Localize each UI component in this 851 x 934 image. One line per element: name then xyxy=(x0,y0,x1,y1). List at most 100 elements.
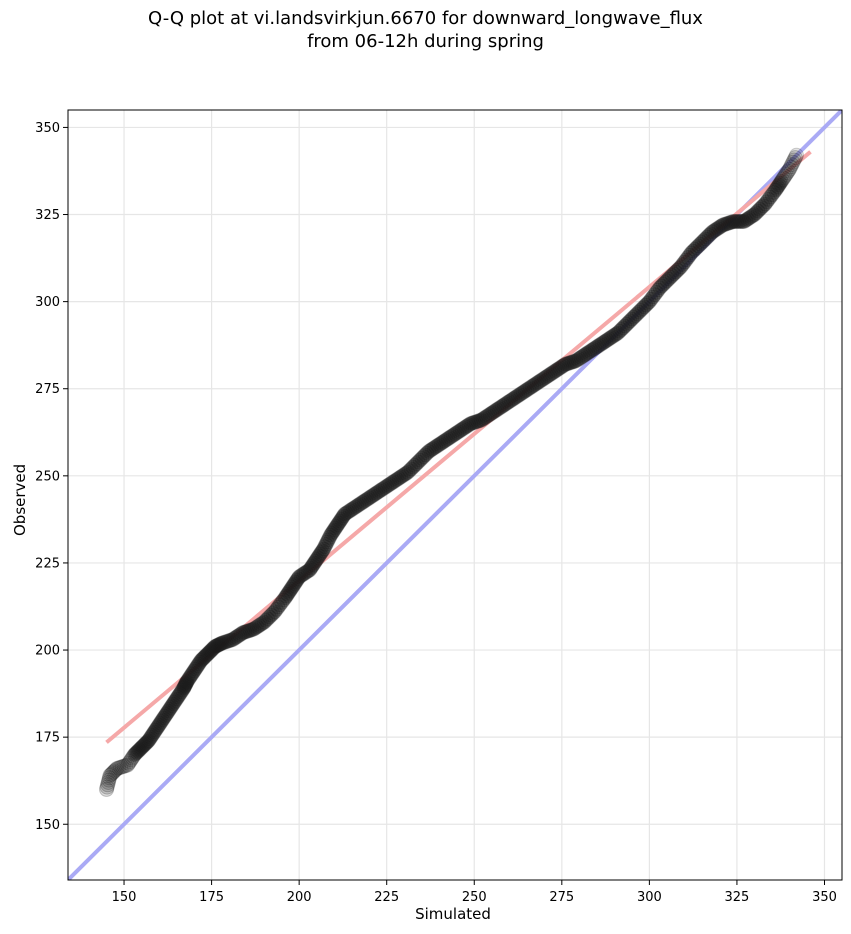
x-tick-label: 300 xyxy=(637,890,662,905)
quantile-point xyxy=(226,630,242,646)
quantile-point xyxy=(317,539,333,555)
quantile-point xyxy=(419,445,435,461)
quantile-point xyxy=(713,218,729,234)
quantile-point xyxy=(505,391,521,407)
quantile-point xyxy=(267,604,283,620)
quantile-point xyxy=(739,211,755,227)
quantile-point xyxy=(211,637,227,653)
quantile-point xyxy=(407,457,423,473)
quantile-point xyxy=(165,696,181,712)
quantile-point xyxy=(668,264,684,280)
quantile-point xyxy=(442,430,458,446)
quantile-point xyxy=(152,715,168,731)
quantile-point xyxy=(570,352,586,368)
y-tick-label: 300 xyxy=(35,295,60,310)
quantile-point xyxy=(717,216,733,232)
quantile-point xyxy=(745,208,761,224)
quantile-point xyxy=(440,431,456,447)
quantile-point xyxy=(109,761,125,777)
quantile-point xyxy=(312,546,328,562)
quantile-point xyxy=(435,434,451,450)
identity-line xyxy=(68,110,842,880)
quantile-point xyxy=(293,568,309,584)
quantile-point xyxy=(414,450,430,466)
quantile-point xyxy=(636,299,652,315)
quantile-point xyxy=(313,544,329,560)
quantile-point xyxy=(454,421,470,437)
quantile-point xyxy=(578,346,594,362)
quantile-point xyxy=(408,456,424,472)
quantile-point xyxy=(421,443,437,459)
quantile-point xyxy=(345,500,361,516)
quantile-point xyxy=(680,249,696,265)
quantile-point xyxy=(207,639,223,655)
quantile-point xyxy=(760,191,776,207)
quantile-point xyxy=(741,210,757,226)
quantile-point xyxy=(542,367,558,383)
quantile-point xyxy=(610,325,626,341)
quantile-point xyxy=(144,727,160,743)
quantile-point xyxy=(128,745,144,761)
quantile-point xyxy=(648,284,664,300)
quantile-point xyxy=(240,623,256,639)
quantile-point xyxy=(685,243,701,259)
quantile-point xyxy=(307,553,323,569)
quantile-point xyxy=(320,532,336,548)
quantile-point xyxy=(613,322,629,338)
quantile-point xyxy=(221,633,237,649)
quantile-point xyxy=(159,705,175,721)
quantile-point xyxy=(755,198,771,214)
quantile-point xyxy=(151,717,167,733)
quantile-point xyxy=(699,229,715,245)
quantile-point xyxy=(519,382,535,398)
quantile-point xyxy=(703,226,719,242)
quantile-point xyxy=(615,320,631,336)
quantile-point xyxy=(191,656,207,672)
quantile-point xyxy=(786,152,802,168)
quantile-point xyxy=(219,633,235,649)
quantile-point xyxy=(563,355,579,371)
quantile-point xyxy=(194,651,210,667)
quantile-point xyxy=(118,758,134,774)
quantile-point xyxy=(752,201,768,217)
quantile-point xyxy=(131,742,147,758)
quantile-point xyxy=(778,166,794,182)
quantile-point xyxy=(447,426,463,442)
quantile-point xyxy=(185,665,201,681)
quantile-point xyxy=(645,289,661,305)
quantile-point xyxy=(788,147,804,163)
quantile-point xyxy=(218,634,234,650)
quantile-point xyxy=(181,670,197,686)
quantile-point xyxy=(302,562,318,578)
quantile-point xyxy=(101,772,117,788)
quantile-point xyxy=(577,347,593,363)
quantile-point xyxy=(764,187,780,203)
quantile-point xyxy=(697,231,713,247)
quantile-point xyxy=(396,467,412,483)
y-axis-label: Observed xyxy=(11,463,29,536)
quantile-point xyxy=(354,495,370,511)
quantile-point xyxy=(650,282,666,298)
quantile-point xyxy=(111,760,127,776)
quantile-point xyxy=(214,635,230,651)
quantile-point xyxy=(242,622,258,638)
quantile-point xyxy=(167,693,183,709)
quantile-point xyxy=(162,701,178,717)
quantile-point xyxy=(186,663,202,679)
quantile-point xyxy=(528,376,544,392)
quantile-point xyxy=(445,427,461,443)
quantile-point xyxy=(197,649,213,665)
quantile-point xyxy=(275,592,291,608)
quantile-point xyxy=(784,157,800,173)
quantile-point xyxy=(319,534,335,550)
quantile-point xyxy=(683,245,699,261)
quantile-point xyxy=(738,212,754,228)
quantile-point xyxy=(305,557,321,573)
quantile-point xyxy=(338,505,354,521)
quantile-point xyxy=(596,334,612,350)
quantile-point xyxy=(208,638,224,654)
x-tick-label: 225 xyxy=(374,890,399,905)
quantile-point xyxy=(477,410,493,426)
quantile-point xyxy=(195,650,211,666)
